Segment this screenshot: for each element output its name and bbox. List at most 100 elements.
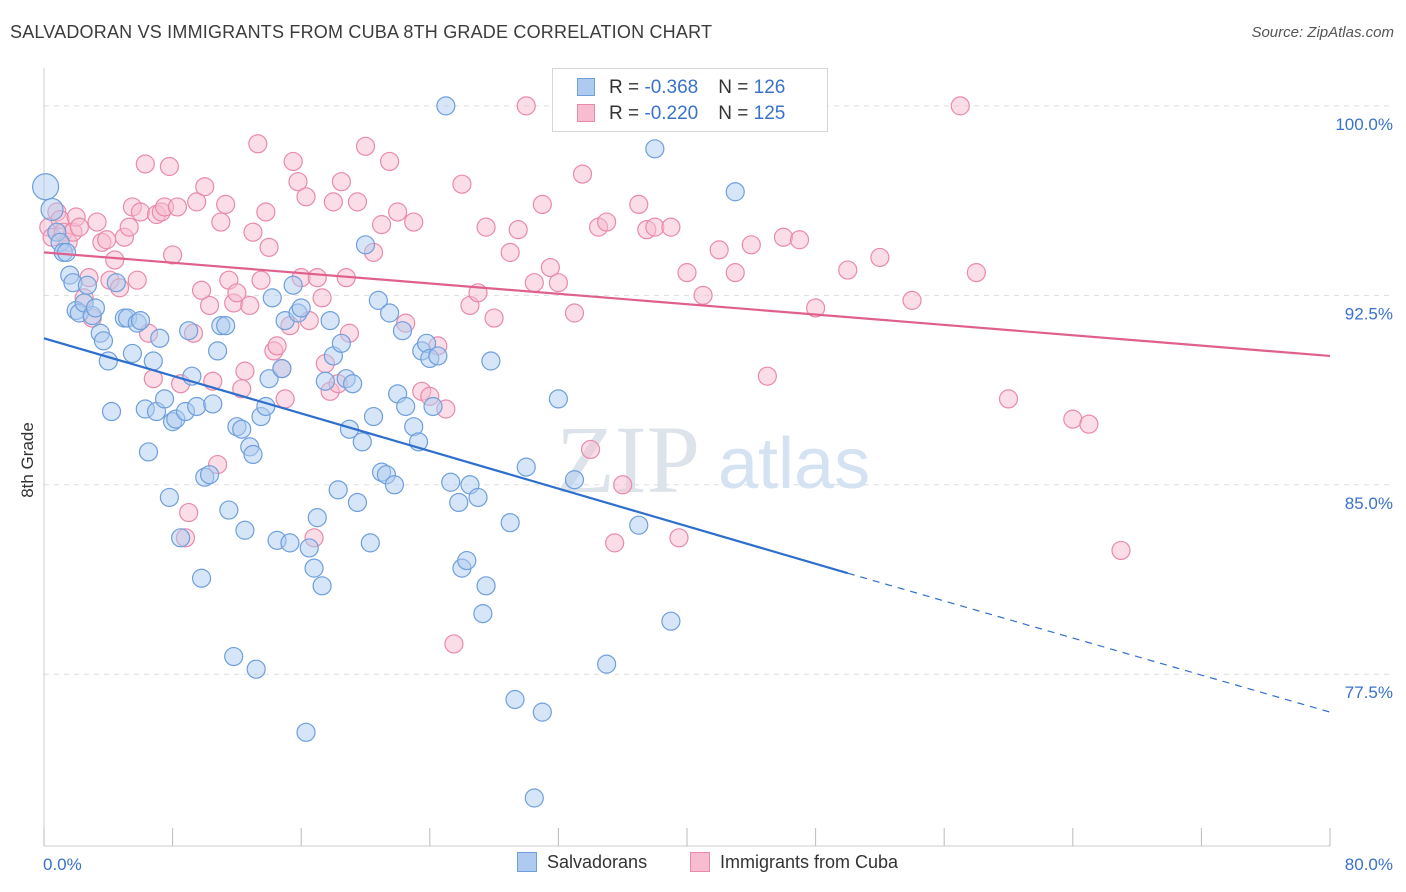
- salvadoran-point: [725, 182, 745, 202]
- cuba-point: [597, 212, 617, 232]
- salvadoran-point: [661, 611, 681, 631]
- cuba-point: [243, 222, 263, 242]
- cuba-point: [191, 280, 212, 300]
- salvadoran-point: [516, 457, 536, 477]
- cuba-point: [709, 240, 729, 260]
- salvadoran-point: [40, 197, 64, 222]
- cuba-point: [195, 177, 215, 197]
- cuba-point: [773, 227, 794, 247]
- cuba-point: [105, 250, 125, 270]
- legend-swatch-blue: [577, 78, 595, 96]
- salvadoran-point: [56, 242, 77, 262]
- salvadoran-point: [187, 396, 207, 417]
- cuba-point: [227, 283, 247, 303]
- bottom-legend-label: Immigrants from Cuba: [720, 852, 899, 872]
- salvadoran-point: [428, 346, 448, 366]
- salvadoran-point: [232, 419, 252, 439]
- y-tick-label: 77.5%: [1345, 683, 1393, 702]
- cuba-point: [355, 136, 376, 156]
- cuba-point: [199, 295, 220, 316]
- cuba-point: [532, 194, 552, 215]
- cuba-point: [1111, 540, 1131, 561]
- salvadoran-point: [203, 394, 223, 414]
- salvadoran-point: [524, 788, 544, 808]
- salvadoran-point: [352, 432, 372, 452]
- cuba-point: [347, 192, 368, 212]
- cuba-point: [187, 192, 207, 212]
- y-tick-label: 92.5%: [1345, 304, 1393, 323]
- salvadoran-point: [360, 533, 380, 553]
- bottom-legend-cuba: Immigrants from Cuba: [690, 852, 898, 873]
- salvadoran-point: [347, 492, 368, 513]
- cuba-point: [548, 273, 569, 293]
- cuba-point: [163, 245, 183, 265]
- cuba-point: [159, 156, 179, 177]
- cuba-point: [838, 260, 858, 280]
- bottom-legend-swatch-pink: [690, 852, 710, 872]
- salvadoran-point: [32, 173, 60, 201]
- salvadoran-point: [441, 472, 461, 492]
- cuba-point: [572, 164, 593, 184]
- x-tick-label-max: 80.0%: [1345, 855, 1393, 874]
- salvadoran-point: [315, 371, 335, 391]
- cuba-point: [500, 242, 520, 262]
- salvadoran-point: [392, 321, 413, 341]
- legend-swatch-pink: [577, 104, 595, 122]
- salvadoran-point: [331, 333, 351, 353]
- salvadoran-point: [597, 654, 617, 674]
- salvadoran-point: [645, 139, 665, 159]
- cuba-point: [69, 217, 89, 237]
- salvadoran-point: [216, 316, 236, 336]
- y-axis-label: 8th Grade: [18, 422, 37, 498]
- cuba-point: [127, 270, 147, 290]
- salvadoran-point: [77, 275, 98, 295]
- trend-lines: [43, 251, 1331, 713]
- salvadoran-point: [457, 550, 477, 571]
- salvadoran-point: [283, 275, 303, 295]
- salvadoran-point: [154, 389, 175, 409]
- salvadoran-point: [307, 508, 327, 528]
- salvadoran-point: [449, 492, 469, 513]
- cuba-point: [404, 212, 424, 232]
- cuba-point: [524, 273, 544, 293]
- cuba-point: [130, 202, 151, 222]
- legend-r-label: R =: [609, 103, 645, 124]
- salvadoran-point: [299, 538, 319, 558]
- cuba-point: [275, 389, 295, 409]
- cuba-point: [179, 502, 199, 523]
- cuba-point: [693, 285, 713, 305]
- salvadoran-point: [629, 515, 649, 535]
- salvadoran-point: [106, 273, 126, 293]
- bottom-legend-salvadorans: Salvadorans: [517, 852, 647, 873]
- cuba-point: [677, 263, 697, 283]
- watermark-zip: ZIP: [556, 406, 700, 513]
- salvadoran-point: [436, 96, 456, 116]
- cuba-point: [167, 197, 188, 217]
- salvadoran-point: [171, 528, 191, 548]
- salvadoran-point: [101, 401, 122, 422]
- cuba-point: [119, 217, 139, 237]
- legend-n-value: 125: [753, 103, 786, 124]
- cuba-point: [452, 174, 472, 194]
- salvadoran-point: [179, 321, 199, 341]
- cuba-point: [950, 96, 970, 116]
- salvadoran-point: [224, 646, 244, 667]
- salvadoran-point: [473, 604, 493, 624]
- cuba-point: [256, 202, 276, 222]
- salvadoran-point: [384, 475, 405, 495]
- cuba-point: [288, 172, 308, 192]
- salvadoran-point: [191, 568, 212, 588]
- salvadoran-point: [343, 374, 363, 394]
- y-tick-labels: 77.5% 85.0% 92.5% 100.0%: [1335, 115, 1393, 702]
- salvadoran-point: [235, 520, 255, 540]
- salvadoran-point: [272, 358, 292, 379]
- cuba-point: [444, 634, 464, 654]
- salvadoran-point: [363, 406, 384, 427]
- salvadoran-point: [368, 290, 388, 310]
- cuba-point: [235, 361, 255, 381]
- legend-row-salvadorans: R = -0.368 N = 126: [577, 77, 785, 101]
- cuba-point: [508, 220, 528, 240]
- cuba-point: [323, 192, 343, 212]
- cuba-point: [476, 217, 496, 237]
